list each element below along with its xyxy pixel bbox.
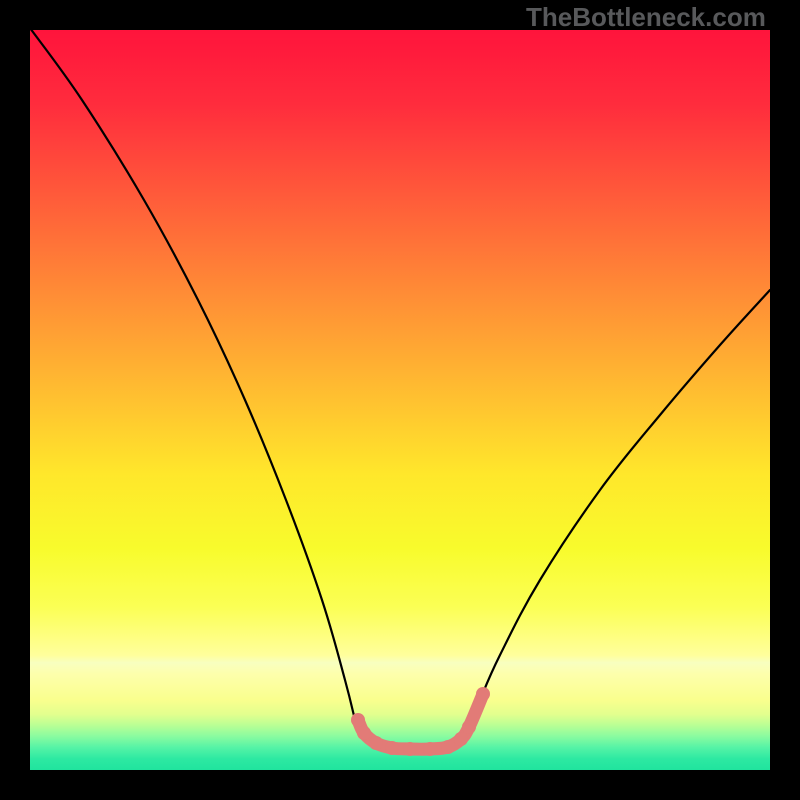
bottleneck-chart (0, 0, 800, 800)
valley-marker (441, 740, 455, 754)
valley-marker (476, 687, 490, 701)
valley-marker (403, 742, 417, 756)
valley-marker (462, 720, 476, 734)
valley-marker (369, 736, 383, 750)
chart-background-gradient (30, 30, 770, 770)
valley-marker (351, 713, 365, 727)
valley-marker (385, 741, 399, 755)
valley-marker (423, 742, 437, 756)
valley-marker (357, 726, 371, 740)
watermark-text: TheBottleneck.com (526, 2, 766, 33)
valley-marker (454, 732, 468, 746)
